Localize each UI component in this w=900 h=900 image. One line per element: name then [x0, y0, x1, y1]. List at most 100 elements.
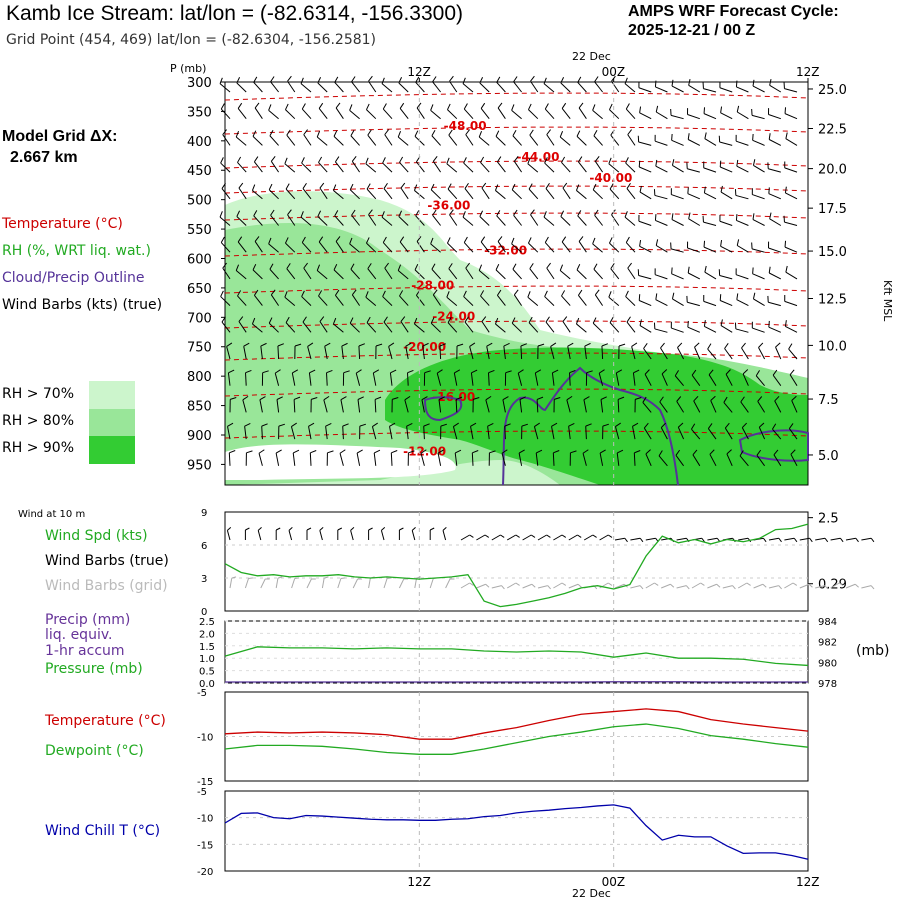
wind-barb-shaft	[388, 346, 393, 360]
temp-contour-label-2: -40.00	[589, 171, 632, 185]
grid-wind-barb-shaft	[676, 585, 687, 589]
wind-barb-flag	[316, 130, 321, 138]
wind-barb-shaft	[600, 399, 604, 413]
wind-barb-shaft	[383, 321, 393, 333]
wind-barb	[637, 269, 652, 280]
wind-barb	[552, 450, 560, 466]
wind-barb-shaft	[789, 374, 798, 386]
wind-barb-shaft	[566, 399, 571, 413]
wind-barb-shaft	[703, 113, 717, 120]
wind-barb	[703, 320, 717, 333]
wind-barb-shaft	[465, 134, 474, 146]
wind-barb	[545, 316, 555, 333]
wind-barb-shaft	[671, 85, 684, 93]
wind-barb-shaft	[687, 139, 701, 146]
wind-barb	[496, 210, 506, 226]
wind-barb-shaft	[340, 399, 344, 413]
wind-barb	[381, 77, 393, 93]
grid-wind-barb-flag	[485, 583, 490, 588]
wind-barb	[768, 133, 782, 146]
wind-barb-shaft	[222, 134, 231, 146]
wind-barb	[227, 422, 234, 440]
forecast-cycle-label: AMPS WRF Forecast Cycle:	[628, 3, 839, 20]
wind-barb	[485, 395, 492, 413]
wind-barb-shaft	[720, 112, 733, 120]
wind-barb-shaft	[285, 322, 296, 333]
wind-barb-flag	[627, 262, 632, 269]
grid-wind-barb-flag	[416, 576, 421, 579]
wind-barb-shaft	[244, 426, 247, 440]
wind-barb-flag	[285, 316, 290, 323]
wind-barb-shaft	[655, 111, 668, 120]
wind-barb-shaft	[546, 134, 555, 146]
wind-barb-flag	[300, 77, 304, 84]
wind-barb	[405, 342, 412, 360]
wind-barb-flag	[237, 102, 243, 109]
wind-barb	[415, 210, 425, 226]
wind-barb	[479, 77, 490, 93]
wind-barb-flag	[719, 160, 722, 168]
wind-barb-flag	[455, 449, 462, 454]
chill-panel-frame	[224, 790, 809, 872]
wind-barb-shaft	[687, 247, 700, 253]
wind-barb	[582, 449, 589, 466]
wind-barb-flag	[245, 369, 252, 374]
wind-barb-flag	[472, 450, 479, 454]
wind-barb	[284, 103, 296, 120]
wind-barb-flag	[735, 268, 737, 275]
wind-barb	[653, 322, 668, 333]
wind-barb	[236, 210, 247, 226]
wind-barb-flag	[405, 342, 412, 347]
wind-barb-shaft	[568, 426, 571, 440]
wind-barb-flag	[480, 156, 485, 163]
wind-barb	[465, 129, 474, 146]
grid-wind-barb-shaft	[553, 582, 563, 589]
wind-barb-flag	[479, 77, 484, 84]
legend-precip: Precip (mm)	[45, 612, 131, 628]
wind-barb-shaft	[481, 321, 490, 333]
wind-barb-shaft	[599, 452, 604, 466]
wind-barb-flag	[561, 236, 567, 243]
wind-barb-flag	[448, 129, 453, 136]
wind-barb-flag	[661, 369, 668, 375]
grid-wind-barb-shaft	[368, 578, 371, 589]
wind-barb	[453, 369, 461, 386]
wind-barb-flag	[676, 396, 682, 402]
grid-wind-barb	[260, 578, 270, 589]
wind-barb-flag	[752, 292, 756, 300]
wind-barb-flag	[637, 135, 640, 143]
wind-barb-flag	[639, 185, 642, 193]
wind-barb	[497, 236, 506, 253]
wind-barb-shaft	[594, 161, 604, 173]
wind-barb	[238, 316, 247, 333]
wind-barb	[268, 317, 279, 333]
temp-contour-label-4: -32.00	[484, 243, 527, 257]
wind-barb-flag	[440, 423, 448, 427]
wind-barb-flag	[784, 161, 786, 168]
grid-wind-barb-flag	[277, 576, 283, 579]
wind-barb	[670, 242, 684, 253]
height-tick-label-1: 22.5	[818, 123, 847, 138]
grid-wind-barb-shaft	[260, 578, 266, 589]
wind-barb-shaft	[501, 453, 506, 466]
true-wind-barb-flag	[275, 527, 281, 531]
wind-barb-shaft	[447, 242, 458, 253]
wind-barb-shaft	[316, 136, 328, 146]
wind-barb-flag	[600, 396, 607, 400]
wind-barb-flag	[432, 289, 438, 296]
wind-barb	[687, 241, 700, 253]
wind-barb	[720, 319, 733, 333]
wind-barb	[317, 77, 328, 93]
wind-barb-shaft	[293, 399, 296, 413]
rh80-swatch	[89, 409, 135, 436]
wind-barb-flag	[788, 423, 794, 429]
wind-barb-flag	[258, 449, 265, 454]
wind-barb-flag	[625, 157, 629, 164]
wind-barb-shaft	[462, 216, 474, 226]
wind-barb-flag	[268, 317, 273, 324]
wind-barb-flag	[734, 322, 737, 329]
wind-barb	[632, 369, 640, 386]
pressure-ytick-3: 984	[818, 617, 837, 628]
temp-ytick-2: -15	[197, 777, 213, 788]
wind-barb-flag	[340, 396, 347, 401]
